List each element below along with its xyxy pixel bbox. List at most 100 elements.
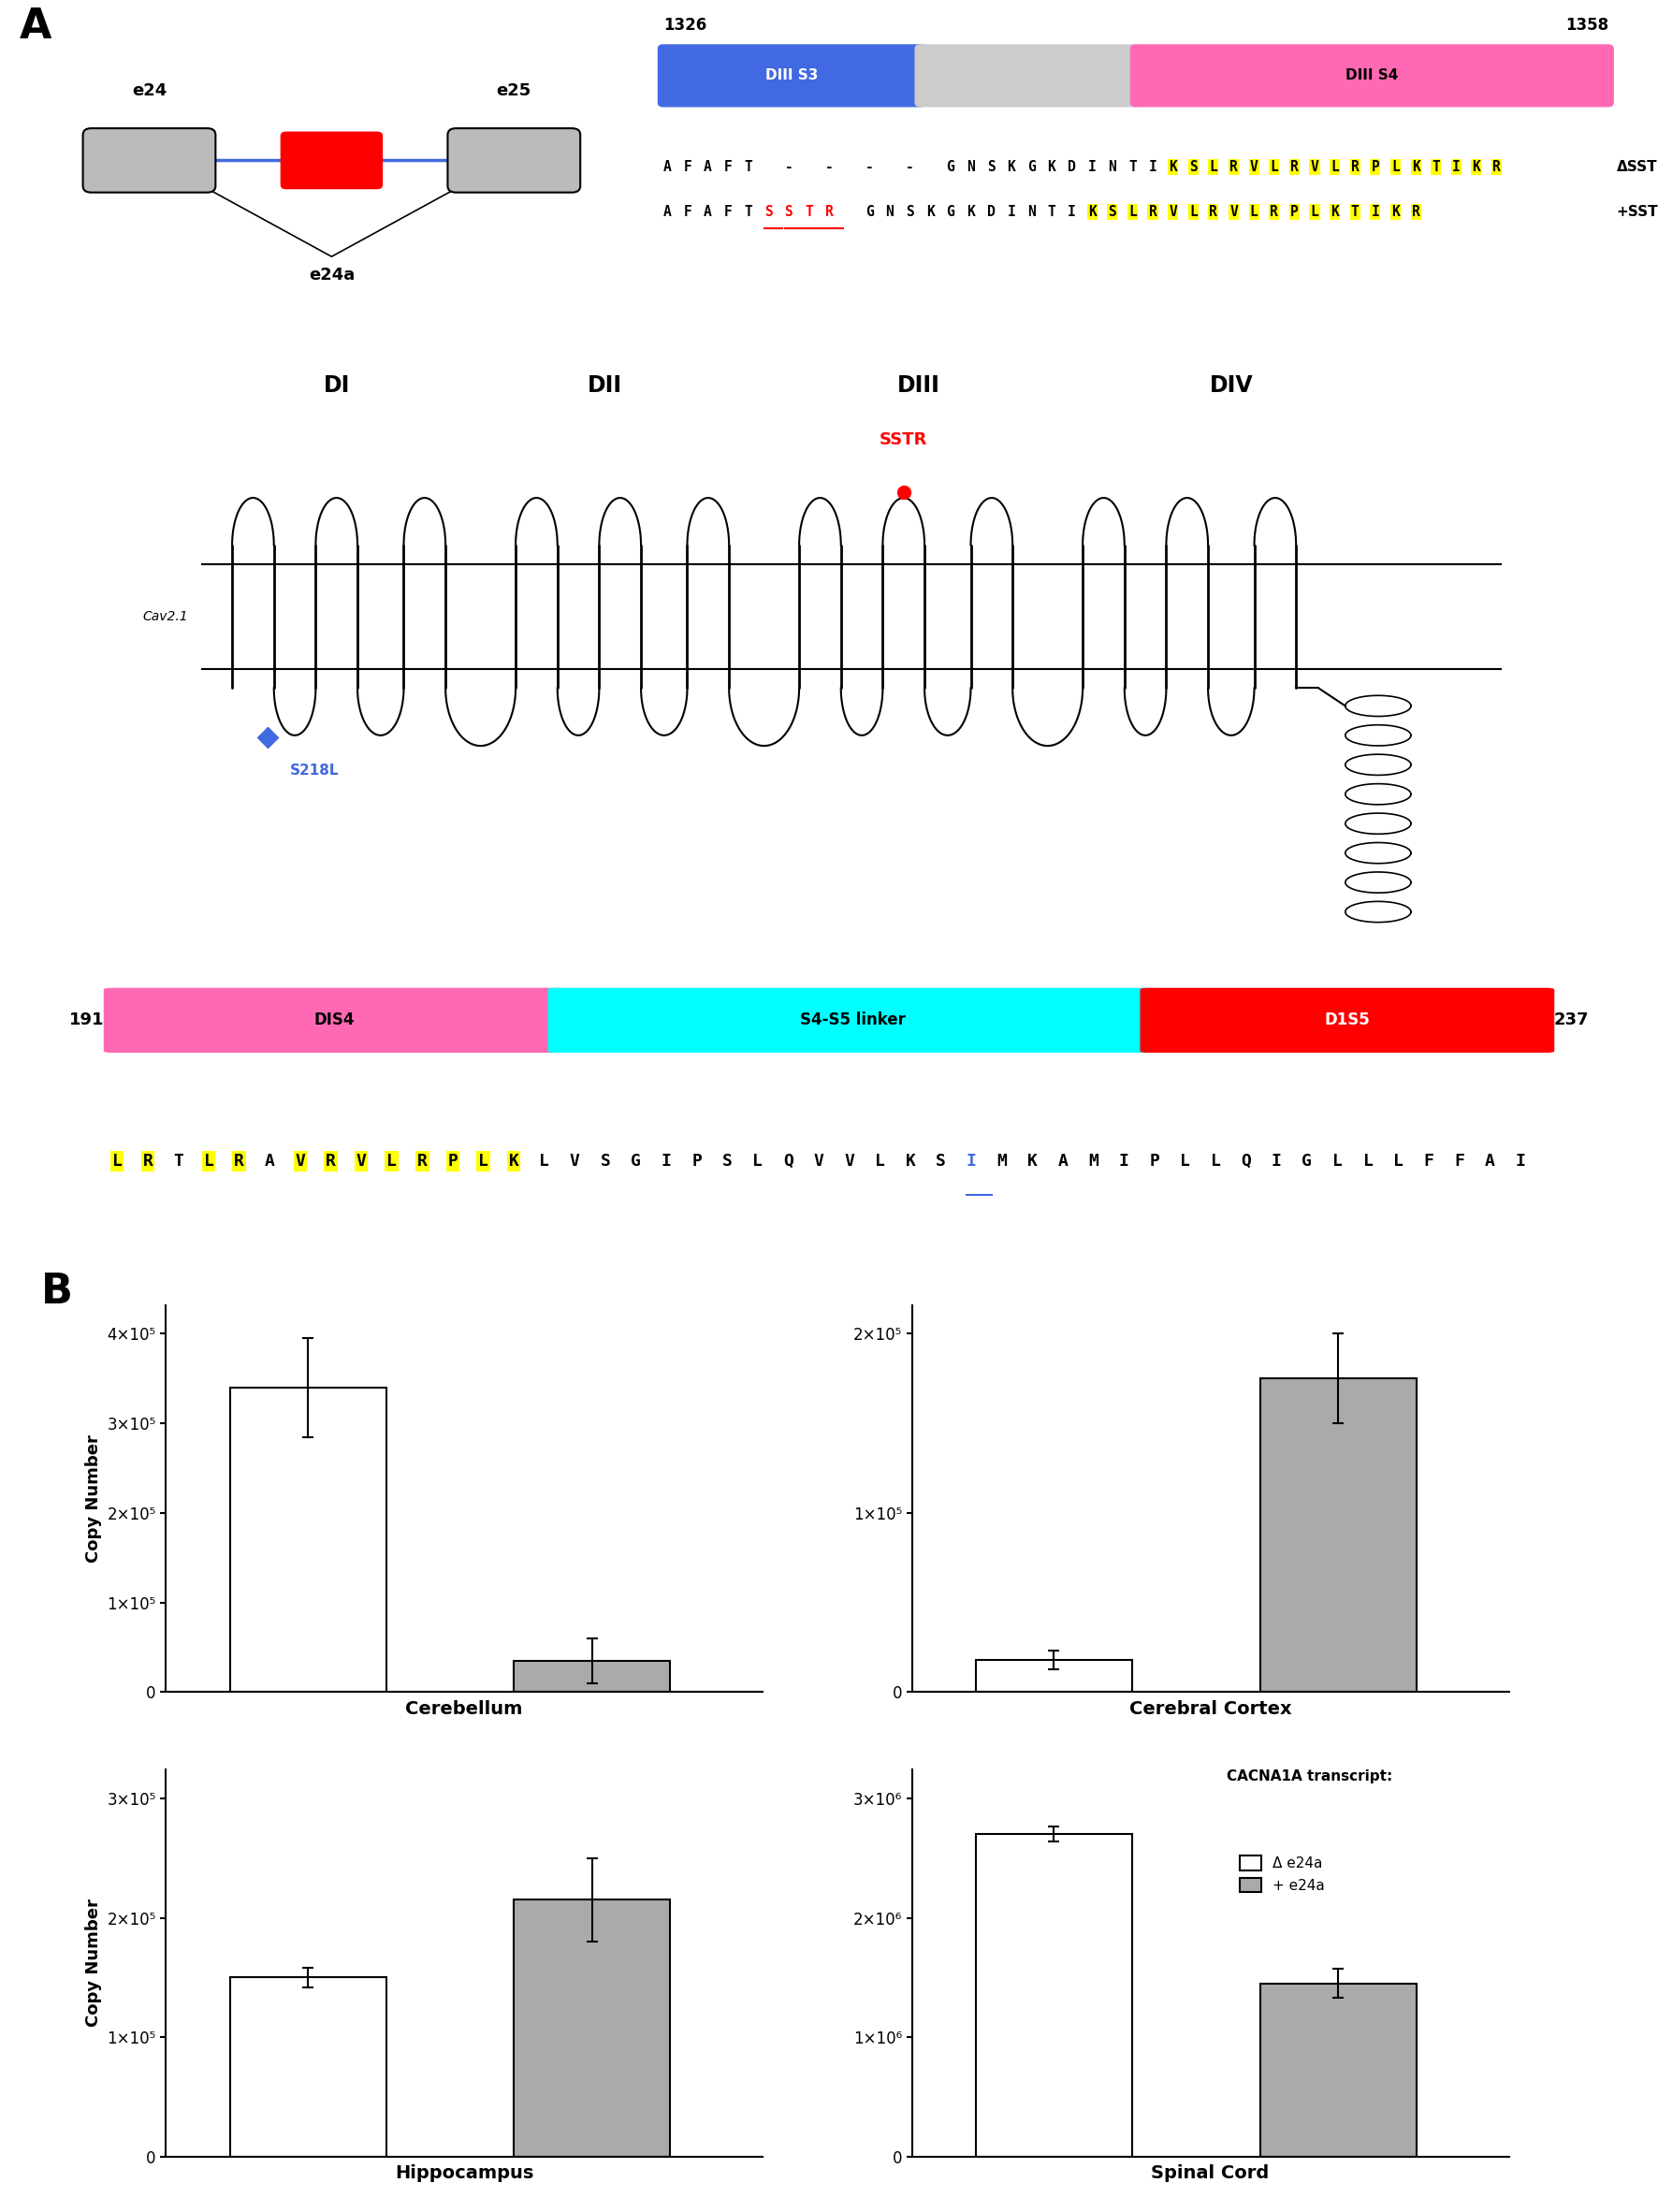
Text: V: V xyxy=(1250,159,1258,175)
Text: D1S5: D1S5 xyxy=(1325,1011,1370,1029)
Text: L: L xyxy=(1180,1152,1190,1170)
Text: K: K xyxy=(1472,159,1481,175)
Bar xyxy=(1260,1378,1416,1692)
X-axis label: Cerebral Cortex: Cerebral Cortex xyxy=(1129,1701,1292,1719)
Text: A: A xyxy=(703,159,711,175)
Text: T: T xyxy=(1048,206,1056,219)
Text: R: R xyxy=(1209,206,1217,219)
Text: I: I xyxy=(1006,206,1015,219)
Text: L: L xyxy=(753,1152,763,1170)
Text: T: T xyxy=(1351,206,1360,219)
Text: K: K xyxy=(1048,159,1056,175)
Text: F: F xyxy=(725,159,733,175)
Text: K: K xyxy=(905,1152,915,1170)
Bar xyxy=(230,1978,386,2157)
Text: K: K xyxy=(967,206,975,219)
Text: A: A xyxy=(1058,1152,1068,1170)
Text: R: R xyxy=(1351,159,1360,175)
Text: V: V xyxy=(1310,159,1318,175)
Text: T: T xyxy=(172,1152,184,1170)
Text: L: L xyxy=(1270,159,1278,175)
Text: F: F xyxy=(683,206,691,219)
Text: G: G xyxy=(1028,159,1036,175)
Text: G: G xyxy=(865,206,874,219)
Text: S: S xyxy=(935,1152,947,1170)
Text: V: V xyxy=(356,1152,366,1170)
Text: K: K xyxy=(1391,206,1399,219)
Text: L: L xyxy=(875,1152,885,1170)
FancyBboxPatch shape xyxy=(549,989,1156,1053)
Text: F: F xyxy=(1424,1152,1434,1170)
Text: ΔSSTR: ΔSSTR xyxy=(1617,159,1658,175)
Text: +SSTR: +SSTR xyxy=(1617,206,1658,219)
Text: M: M xyxy=(1088,1152,1099,1170)
Text: A: A xyxy=(1486,1152,1496,1170)
Text: e24: e24 xyxy=(131,82,167,100)
Text: S: S xyxy=(723,1152,733,1170)
Text: R: R xyxy=(1411,206,1419,219)
Text: N: N xyxy=(1028,206,1036,219)
Text: Q: Q xyxy=(783,1152,794,1170)
Text: K: K xyxy=(927,206,935,219)
Text: T: T xyxy=(1433,159,1441,175)
Text: R: R xyxy=(1290,159,1298,175)
Text: G: G xyxy=(947,206,955,219)
Text: I: I xyxy=(1371,206,1379,219)
Text: G: G xyxy=(630,1152,642,1170)
X-axis label: Cerebellum: Cerebellum xyxy=(406,1701,522,1719)
Text: K: K xyxy=(509,1152,519,1170)
Bar xyxy=(230,1387,386,1692)
Text: L: L xyxy=(539,1152,549,1170)
Text: D: D xyxy=(1068,159,1076,175)
Text: R: R xyxy=(1492,159,1500,175)
Text: V: V xyxy=(570,1152,580,1170)
Text: L: L xyxy=(1391,159,1399,175)
FancyBboxPatch shape xyxy=(104,989,564,1053)
Text: S: S xyxy=(987,159,995,175)
Text: A: A xyxy=(20,7,51,46)
Text: V: V xyxy=(295,1152,305,1170)
Text: T: T xyxy=(744,159,753,175)
Text: K: K xyxy=(1006,159,1015,175)
Text: R: R xyxy=(1230,159,1239,175)
Text: L: L xyxy=(1393,1152,1404,1170)
Text: L: L xyxy=(1129,206,1137,219)
Text: S: S xyxy=(600,1152,610,1170)
Bar xyxy=(977,1659,1132,1692)
Text: P: P xyxy=(1371,159,1379,175)
FancyBboxPatch shape xyxy=(448,128,580,192)
Text: Cav2.1: Cav2.1 xyxy=(143,611,187,624)
FancyBboxPatch shape xyxy=(658,44,925,106)
Y-axis label: Copy Number: Copy Number xyxy=(85,1900,101,2026)
Text: -: - xyxy=(865,159,874,175)
Bar xyxy=(514,1900,670,2157)
Text: SSTR: SSTR xyxy=(880,431,927,449)
Text: L: L xyxy=(204,1152,214,1170)
Bar xyxy=(514,1661,670,1692)
Text: T: T xyxy=(744,206,753,219)
Text: S: S xyxy=(1189,159,1197,175)
Text: D: D xyxy=(987,206,995,219)
X-axis label: Spinal Cord: Spinal Cord xyxy=(1151,2166,1270,2183)
Text: V: V xyxy=(1169,206,1177,219)
Text: N: N xyxy=(1108,159,1116,175)
Text: R: R xyxy=(418,1152,428,1170)
Text: T: T xyxy=(1129,159,1137,175)
Text: 237: 237 xyxy=(1554,1011,1588,1029)
Text: L: L xyxy=(1333,1152,1343,1170)
Text: B: B xyxy=(41,1272,73,1312)
Y-axis label: Copy Number: Copy Number xyxy=(85,1436,101,1562)
Text: R: R xyxy=(325,1152,337,1170)
Text: L: L xyxy=(1331,159,1340,175)
X-axis label: Hippocampus: Hippocampus xyxy=(395,2166,534,2183)
Text: T: T xyxy=(804,206,812,219)
Text: e24a: e24a xyxy=(308,268,355,283)
Text: K: K xyxy=(1331,206,1340,219)
Text: S4-S5 linker: S4-S5 linker xyxy=(799,1011,905,1029)
Text: L: L xyxy=(1363,1152,1373,1170)
Text: 1358: 1358 xyxy=(1565,15,1608,33)
Text: S: S xyxy=(905,206,914,219)
Text: S: S xyxy=(1108,206,1116,219)
Text: DIII S4: DIII S4 xyxy=(1346,69,1398,82)
FancyBboxPatch shape xyxy=(1131,44,1613,106)
